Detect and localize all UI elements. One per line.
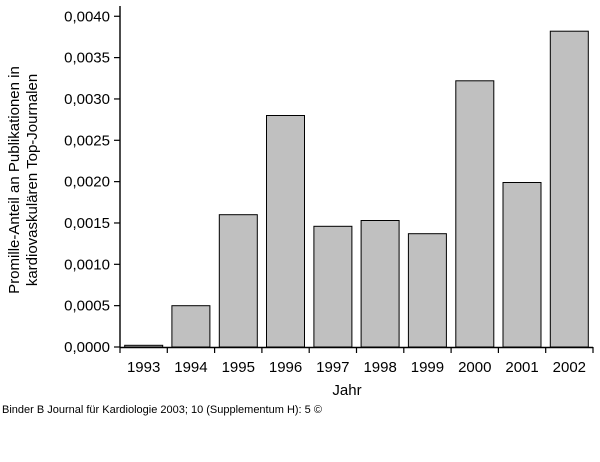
x-axis: 1993 1994 1995 1996 1997 1998 1999 2000 2001 2002 (119, 346, 594, 376)
bar-1995 (218, 214, 258, 348)
y-tick-label: 0,0000 (64, 339, 110, 356)
bar-1994 (171, 305, 211, 348)
y-axis: 0,0000 0,0005 0,0010 0,0015 0,0020 0,0025 0,00… (64, 6, 121, 356)
y-tick-label: 0,0010 (64, 256, 110, 273)
y-axis-title-line-1: Promille-Anteil an Publikationen in (6, 66, 23, 294)
bar-1997 (313, 225, 353, 348)
y-tick-label: 0,0020 (64, 174, 110, 191)
source-citation: Binder B Journal für Kardiologie 2003; 1… (2, 404, 322, 416)
y-axis-title-line-2: kardiovaskulären Top-Journalen (24, 74, 41, 286)
bars-group (124, 30, 589, 348)
y-tick-label: 0,0035 (64, 50, 110, 67)
x-tick-label-1995: 1995 (222, 359, 255, 376)
bar-1993 (124, 344, 164, 348)
x-tick-label-1993: 1993 (127, 359, 160, 376)
x-tick-label-1996: 1996 (269, 359, 302, 376)
bar-1998 (360, 220, 400, 348)
y-tick-label: 0,0030 (64, 91, 110, 108)
bar-1999 (407, 233, 447, 348)
x-tick-label-1997: 1997 (316, 359, 349, 376)
bar-chart: 0,0000 0,0005 0,0010 0,0015 0,0020 0,0025 0,00… (6, 6, 594, 399)
bar-2001 (502, 182, 542, 348)
x-tick-label-2000: 2000 (458, 359, 491, 376)
y-tick-label: 0,0025 (64, 132, 110, 149)
x-tick-label-1998: 1998 (363, 359, 396, 376)
bar-2000 (455, 80, 495, 348)
y-tick-label: 0,0015 (64, 215, 110, 232)
x-tick-label-1999: 1999 (411, 359, 444, 376)
x-tick-label-1994: 1994 (174, 359, 207, 376)
bar-1996 (266, 115, 305, 348)
y-tick-label: 0,0040 (64, 8, 110, 25)
x-axis-title: Jahr (332, 382, 361, 399)
x-tick-label-2002: 2002 (553, 359, 586, 376)
bar-2002 (549, 30, 589, 348)
y-tick-label: 0,0005 (64, 298, 110, 315)
x-tick-label-2001: 2001 (505, 359, 538, 376)
